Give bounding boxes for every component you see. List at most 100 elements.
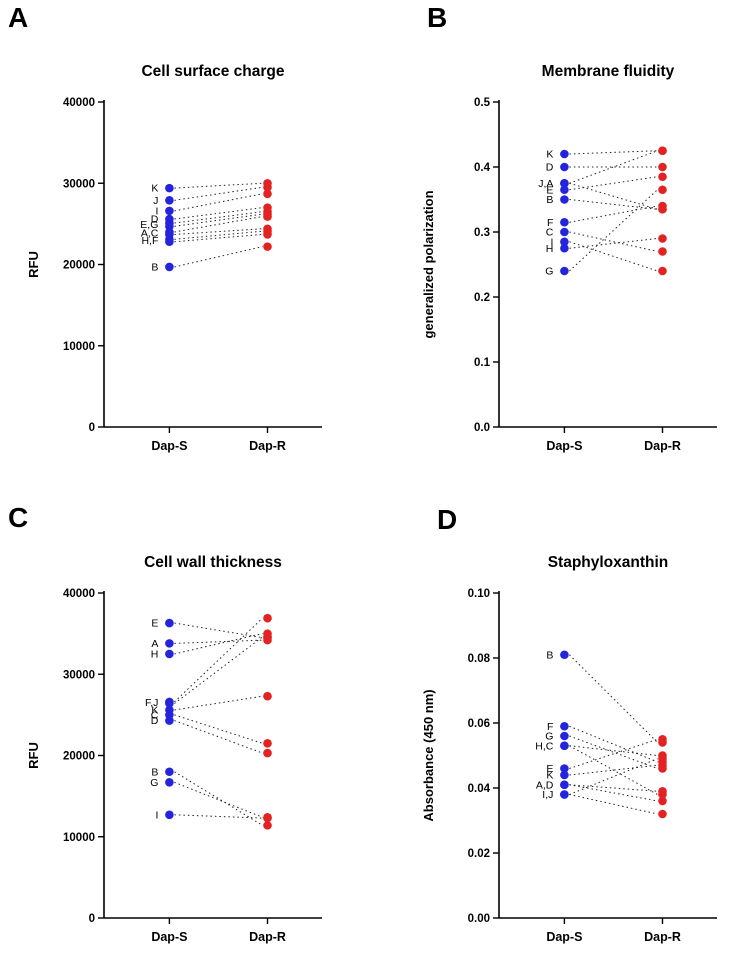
point-dap-s [560,790,569,799]
strain-label: H,C [535,740,554,752]
pair-line [174,633,263,655]
pair-line [569,238,658,249]
point-dap-r [658,760,667,770]
pair-line [174,720,263,754]
point-dap-r [263,212,272,221]
chart-staphyloxanthin: Staphyloxanthin Absorbance (450 nm) 0.00 0.… [421,554,717,944]
strain-label: J [153,195,158,207]
pair-line [174,182,263,189]
point-dap-r [263,242,272,251]
pair-line [569,745,658,756]
point-dap-s [560,764,569,773]
pair-line [174,814,263,819]
strain-label: I [155,205,158,217]
point-dap-s [560,721,569,731]
pair-line [569,784,658,792]
pair-line [174,211,263,224]
x-category-label: Dap-R [644,439,681,453]
pair-line [174,246,263,268]
x-category-label: Dap-R [249,439,286,453]
y-tick-label: 0 [89,422,95,434]
point-dap-r [658,266,667,276]
chart-title: Membrane fluidity [542,63,675,80]
strain-label: K [151,183,158,195]
panel-letter-d: D [437,504,458,535]
point-dap-r [263,632,272,642]
strain-label: D [546,162,554,174]
y-tick-label: 0.08 [468,653,491,665]
x-category-label: Dap-S [546,439,582,453]
strain-label: E [546,763,553,775]
pair-line [174,233,263,243]
point-dap-r [658,185,667,195]
pair-line [174,186,263,201]
x-category-label: Dap-S [151,439,187,453]
pair-line [174,639,263,644]
y-axis-label: RFU [26,742,41,769]
y-tick-label: 0 [89,913,95,925]
chart-title: Staphyloxanthin [548,554,669,571]
point-dap-s [560,741,569,751]
pair-line [569,150,658,155]
pair-line [569,150,658,184]
y-tick-label: 0.04 [468,783,491,795]
point-dap-s [165,196,174,205]
point-dap-s [560,185,569,195]
y-axis-label: generalized polarization [421,190,436,338]
point-dap-s [560,195,569,204]
point-dap-s [165,767,174,777]
point-dap-s [165,618,174,628]
panel-letter-b: B [427,2,448,33]
point-dap-r [263,189,272,199]
point-dap-r [658,754,667,764]
point-dap-s [560,650,569,660]
strain-label: I,J [542,789,553,801]
point-dap-r [263,821,272,830]
point-dap-r [658,809,667,819]
y-tick-label: 10000 [63,832,95,844]
point-dap-s [165,262,174,272]
point-dap-r [263,613,272,623]
y-tick-label: 0.4 [474,162,491,174]
pair-line [569,738,658,769]
chart-title: Cell surface charge [141,63,284,80]
pair-line [569,764,658,776]
strain-label: H [151,648,159,660]
strain-label: G [150,777,158,789]
strain-label: B [151,766,158,778]
y-tick-label: 0.5 [474,97,491,109]
chart-membrane-fluidity: Membrane fluidity generalized polarizatio… [421,63,717,453]
y-tick-label: 40000 [63,588,95,600]
pair-line [174,781,263,818]
y-tick-label: 0.02 [468,848,490,860]
pair-line [569,745,658,795]
point-dap-s [165,778,174,787]
strain-label: A [151,638,158,650]
point-dap-r [658,146,667,156]
strain-label: K [546,149,553,161]
strain-label: I [155,809,158,821]
panel-letter-a: A [8,2,29,33]
strain-label: A,C [141,228,159,240]
pair-line [569,231,658,252]
point-dap-s [165,810,174,820]
x-category-label: Dap-S [546,930,582,944]
panel-a: A Cell surface charge RFU 0 10000 20000 30000… [0,0,367,478]
x-category-label: Dap-R [249,930,286,944]
strain-label: E,G [140,219,158,231]
point-dap-r [263,691,272,701]
strain-label: H,F [141,235,158,247]
point-dap-r [658,162,667,172]
panel-b: B Membrane fluidity generalized polarizat… [367,0,735,478]
strain-label: A,D [536,779,554,791]
point-dap-r [263,183,272,192]
point-dap-r [658,201,667,211]
pair-line [174,622,263,639]
strain-label: B [151,261,158,273]
point-dap-s [560,243,569,253]
y-axis-label: RFU [26,251,41,278]
strain-label: F,J [145,697,158,709]
point-dap-s [560,149,569,159]
chart-cell-wall-thickness: Cell wall thickness RFU 0 10000 20000 30000 40… [26,554,322,944]
